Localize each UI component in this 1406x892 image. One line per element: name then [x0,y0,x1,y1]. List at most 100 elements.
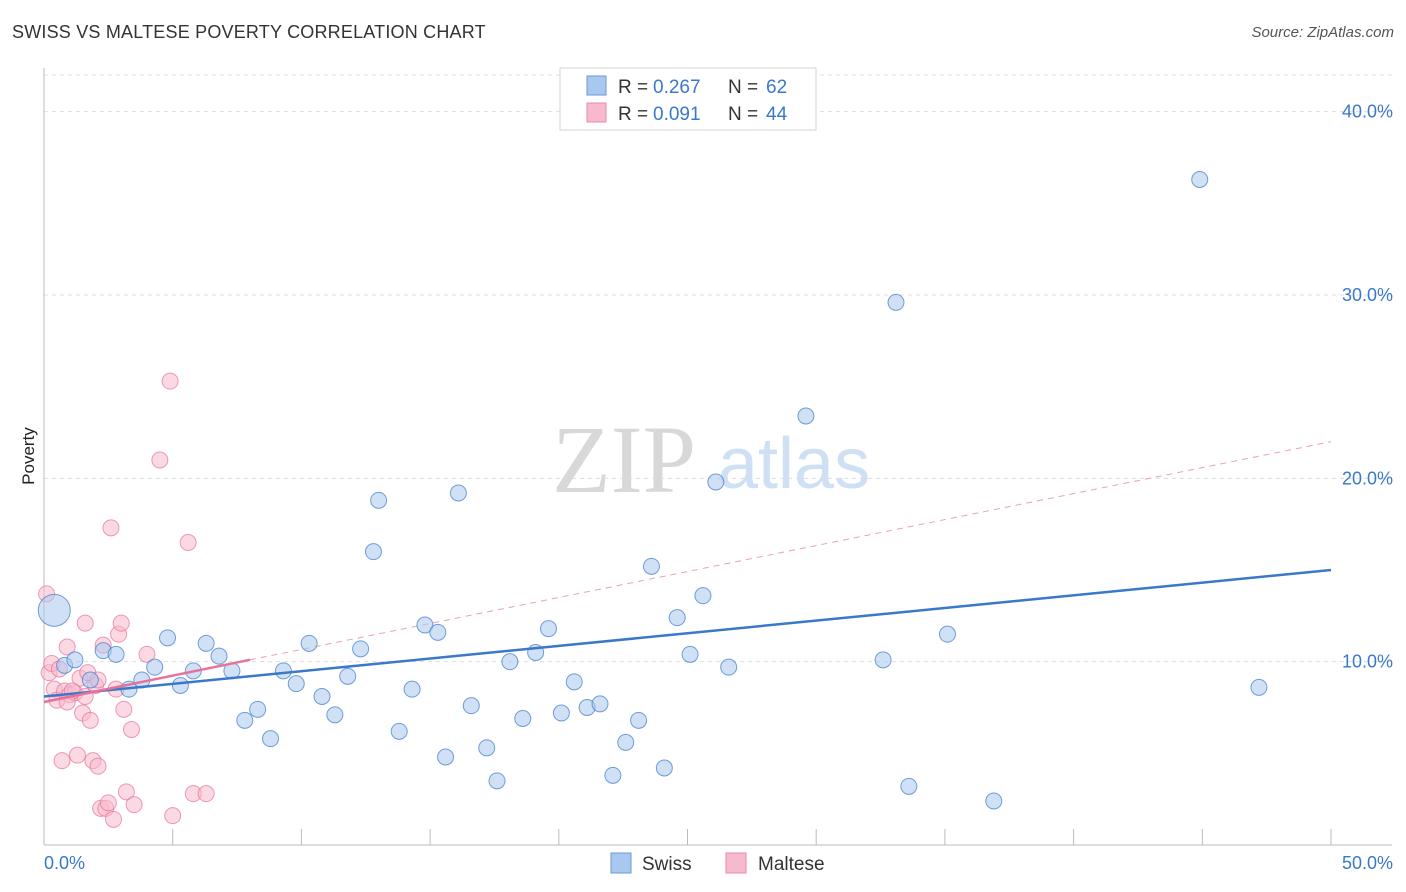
point-swiss [514,710,532,727]
point-swiss [107,645,125,663]
point-swiss [462,697,480,715]
y-axis-title: Poverty [19,427,38,485]
legend-n-label-maltese: N = [728,104,758,125]
point-maltese [81,711,99,729]
point-maltese [115,700,133,718]
point-swiss [403,680,421,698]
bottom-legend-swiss: Swiss [642,854,692,875]
watermark-zip: ZIP [552,406,696,513]
legend-r-value-maltese: 0.091 [653,104,701,125]
bottom-legend-maltese: Maltese [758,854,825,875]
point-swiss [540,620,558,638]
point-swiss [326,706,344,724]
point-swiss [37,593,71,627]
legend: R = 0.267 N = 62 R = 0.091 N = 44 [559,67,817,131]
point-maltese [117,783,135,801]
legend-n-label-swiss: N = [728,77,758,98]
point-swiss [591,695,609,713]
legend-r-label-swiss: R = [618,77,648,98]
point-maltese [197,785,215,803]
point-swiss [900,777,918,795]
point-swiss [797,407,815,425]
legend-n-value-maltese: 44 [766,104,788,125]
point-maltese [68,746,86,764]
point-maltese [123,721,141,738]
trend-line-swiss [43,568,1332,698]
point-swiss [630,711,648,729]
point-swiss [300,634,318,652]
bottom-legend: Swiss Maltese [610,852,825,875]
point-swiss [617,733,635,751]
point-swiss [236,711,254,729]
bottom-legend-swatch-swiss [610,852,632,874]
point-swiss [66,651,84,669]
y-tick-label: 10.0% [1342,652,1393,672]
point-maltese [164,807,182,825]
data-points [37,171,1332,828]
y-tick-label: 30.0% [1342,285,1393,305]
point-swiss [552,704,570,722]
point-swiss [1250,678,1268,696]
x-tick-label: 50.0% [1342,853,1393,873]
point-swiss [274,662,292,680]
point-swiss [874,651,892,669]
legend-swatch-swiss [586,75,607,96]
point-swiss [352,640,370,658]
point-swiss [146,658,164,676]
point-swiss [429,623,447,641]
trend-line-maltese-extended [249,441,1332,661]
trend-line-maltese [43,658,251,704]
point-swiss [488,772,506,790]
x-tick-label: 0.0% [44,853,85,873]
point-swiss [313,688,331,705]
point-swiss [197,634,215,652]
point-maltese [89,757,107,775]
point-swiss [287,675,305,693]
point-swiss [478,739,496,757]
point-swiss [159,629,177,647]
point-maltese [53,752,71,770]
legend-r-label-maltese: R = [618,104,648,125]
point-swiss [249,700,267,718]
axes [43,68,1392,846]
tick-labels: 10.0% 20.0% 30.0% 40.0% 0.0% 50.0% [44,102,1393,873]
point-swiss [720,658,738,676]
point-maltese [161,372,179,390]
chart-source: Source: ZipAtlas.com [1251,24,1394,41]
point-maltese [112,614,130,632]
point-swiss [339,667,357,685]
point-maltese [179,534,197,551]
point-swiss [364,543,382,561]
point-swiss [604,766,622,784]
point-swiss [985,792,1003,810]
bottom-legend-swatch-maltese [725,852,747,874]
point-swiss [416,616,434,634]
point-maltese [76,614,94,632]
legend-n-value-swiss: 62 [766,77,787,98]
point-swiss [171,677,189,694]
point-maltese [102,519,120,537]
legend-r-value-swiss: 0.267 [653,77,701,98]
y-tick-label: 40.0% [1342,102,1393,122]
point-swiss [681,645,699,663]
point-swiss [449,484,467,502]
point-swiss [938,625,956,643]
point-swiss [262,730,280,748]
point-swiss [501,653,519,671]
point-swiss [668,609,686,627]
trend-lines [249,441,1332,661]
point-swiss [707,473,725,491]
point-maltese [104,810,122,828]
grid-lines [44,74,1392,663]
point-swiss [81,671,99,689]
chart-title: SWISS VS MALTESE POVERTY CORRELATION CHA… [12,22,486,42]
point-swiss [655,759,673,777]
point-swiss [887,293,905,311]
point-swiss [370,491,388,509]
point-swiss [437,748,455,766]
point-maltese [58,638,76,656]
point-swiss [694,587,712,605]
point-maltese [138,645,156,663]
y-tick-label: 20.0% [1342,468,1393,488]
